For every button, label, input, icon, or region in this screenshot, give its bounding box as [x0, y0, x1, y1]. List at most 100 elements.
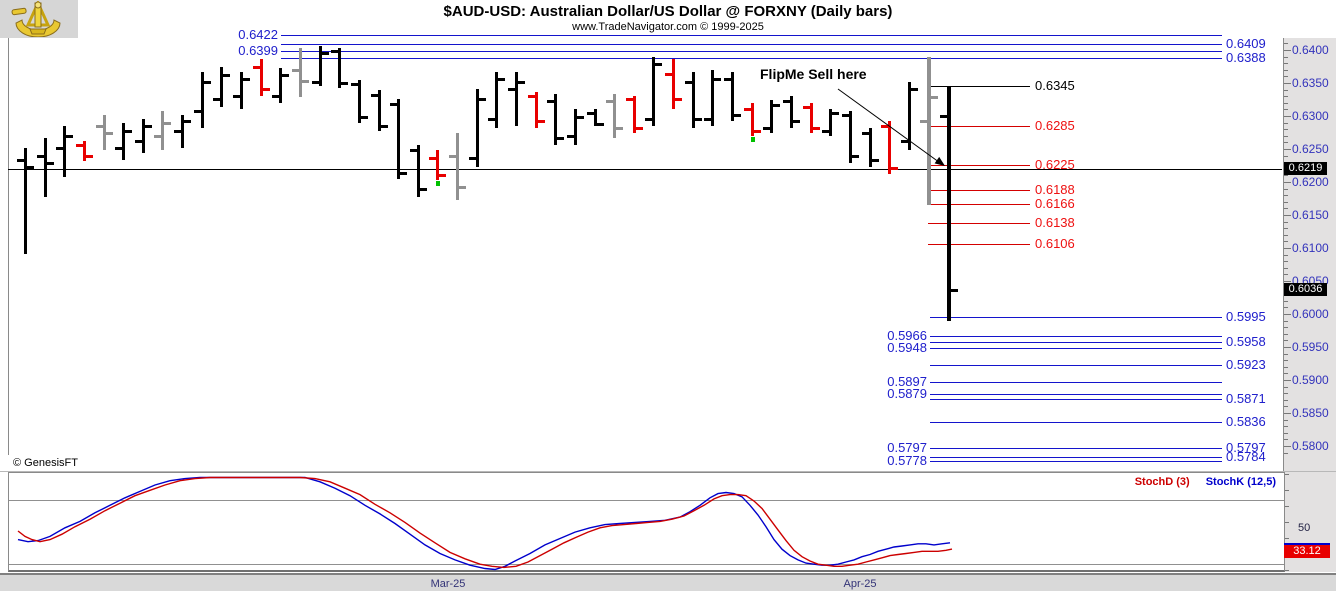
price-line-label: 0.5995 — [1226, 309, 1266, 324]
price-line-label: 0.6409 — [1226, 36, 1266, 51]
price-bar — [574, 109, 577, 145]
price-line-0.5897[interactable] — [930, 382, 1222, 383]
price-bar-close-tick — [322, 52, 329, 55]
price-line-0.5879[interactable] — [930, 394, 1222, 395]
axis-price-label: 0.5850 — [1292, 406, 1329, 420]
axis-tick — [1284, 109, 1288, 110]
price-bar-close-tick — [27, 166, 34, 169]
price-line-0.6188[interactable] — [928, 190, 1030, 191]
price-line-label: 0.6225 — [1035, 157, 1075, 172]
price-bar-close-tick — [832, 112, 839, 115]
price-bar — [260, 59, 263, 96]
price-line-0.5797[interactable] — [930, 448, 1222, 449]
price-line-0.6166[interactable] — [928, 204, 1030, 205]
price-bar-open-tick — [213, 98, 220, 101]
price-line-[interactable] — [8, 169, 1282, 170]
price-line-0.5784[interactable] — [930, 457, 1222, 458]
axis-tick — [1284, 360, 1288, 361]
price-line-0.6409[interactable] — [281, 44, 1222, 45]
price-bar-close-tick — [793, 120, 800, 123]
price-bar-open-tick — [724, 78, 731, 81]
price-bar-open-tick — [194, 110, 201, 113]
axis-tick — [1284, 354, 1288, 355]
price-bar-close-tick — [361, 116, 368, 119]
price-line-0.5995[interactable] — [930, 317, 1222, 318]
price-bar — [63, 126, 66, 177]
price-bar — [103, 115, 106, 150]
price-line-0.5923[interactable] — [930, 365, 1222, 366]
price-bar-close-tick — [518, 81, 525, 84]
date-axis: Mar-25 Apr-25 — [0, 573, 1336, 591]
price-bar — [594, 109, 597, 126]
price-bar-close-tick — [951, 289, 958, 292]
price-bar-open-tick — [645, 118, 652, 121]
price-bar-open-tick — [96, 125, 103, 128]
price-bar — [358, 80, 361, 123]
axis-tick — [1284, 136, 1288, 137]
price-bar — [751, 103, 754, 136]
axis-tick — [1284, 215, 1291, 216]
price-bar — [122, 123, 125, 160]
price-line-0.5836[interactable] — [930, 422, 1222, 423]
price-bar-open-tick — [469, 157, 476, 160]
price-line-0.6345[interactable] — [928, 86, 1030, 87]
price-line-0.6138[interactable] — [928, 223, 1030, 224]
price-bar-open-tick — [606, 100, 613, 103]
panel-divider[interactable] — [0, 471, 1336, 472]
price-bar — [908, 82, 911, 150]
price-line-0.6422[interactable] — [281, 35, 1222, 36]
stochd-legend-label[interactable]: StochD (3) — [1134, 476, 1190, 488]
axis-tick — [1284, 156, 1288, 157]
axis-tick — [1284, 248, 1291, 249]
main-panel-left-border — [8, 38, 9, 455]
price-bar — [83, 141, 86, 161]
stochk-legend-label[interactable]: StochK (12,5) — [1205, 476, 1276, 488]
price-line-0.5958[interactable] — [930, 342, 1222, 343]
price-bar-close-tick — [439, 174, 446, 177]
price-bar-open-tick — [56, 147, 63, 150]
axis-tick — [1284, 453, 1288, 454]
date-label-Mar-25: Mar-25 — [430, 578, 466, 590]
axis-price-label: 0.6350 — [1292, 76, 1329, 90]
axis-tick — [1284, 195, 1288, 196]
price-bar — [613, 94, 616, 138]
price-bar-close-tick — [597, 123, 604, 126]
price-line-0.6225[interactable] — [928, 165, 1030, 166]
price-bar-open-tick — [390, 103, 397, 106]
flipme-annotation[interactable]: FlipMe Sell here — [760, 66, 867, 82]
price-line-0.6399[interactable] — [281, 51, 1222, 52]
price-line-0.5778[interactable] — [930, 461, 1222, 462]
price-bar — [554, 94, 557, 145]
price-bar-close-tick — [459, 186, 466, 189]
price-line-label: 0.6285 — [1035, 118, 1075, 133]
axis-value-box: 0.6036 — [1284, 283, 1327, 296]
price-bar — [220, 67, 223, 107]
price-bar-open-tick — [508, 88, 515, 91]
price-bar-open-tick — [704, 118, 711, 121]
axis-tick — [1284, 123, 1288, 124]
price-bar-open-tick — [76, 144, 83, 147]
price-bar — [672, 59, 675, 109]
price-line-0.6388[interactable] — [281, 58, 1222, 59]
price-line-0.5871[interactable] — [930, 399, 1222, 400]
axis-tick — [1284, 76, 1288, 77]
price-bar-open-tick — [292, 69, 299, 72]
price-bar-close-tick — [734, 114, 741, 117]
price-line-0.6285[interactable] — [928, 126, 1030, 127]
price-line-0.5948[interactable] — [930, 348, 1222, 349]
axis-tick — [1284, 406, 1288, 407]
chart-subtitle: www.TradeNavigator.com © 1999-2025 — [572, 21, 764, 33]
price-line-label: 0.5871 — [1226, 391, 1266, 406]
price-bar-close-tick — [891, 167, 898, 170]
axis-tick — [1284, 235, 1288, 236]
price-line-0.6106[interactable] — [928, 244, 1030, 245]
price-line-0.5966[interactable] — [930, 336, 1222, 337]
price-bar-close-tick — [813, 127, 820, 130]
price-bar-open-tick — [528, 95, 535, 98]
axis-tick — [1284, 307, 1288, 308]
chart-title: $AUD-USD: Australian Dollar/US Dollar @ … — [443, 3, 893, 20]
buy-signal-mark — [436, 181, 440, 186]
price-bar-close-tick — [636, 127, 643, 130]
